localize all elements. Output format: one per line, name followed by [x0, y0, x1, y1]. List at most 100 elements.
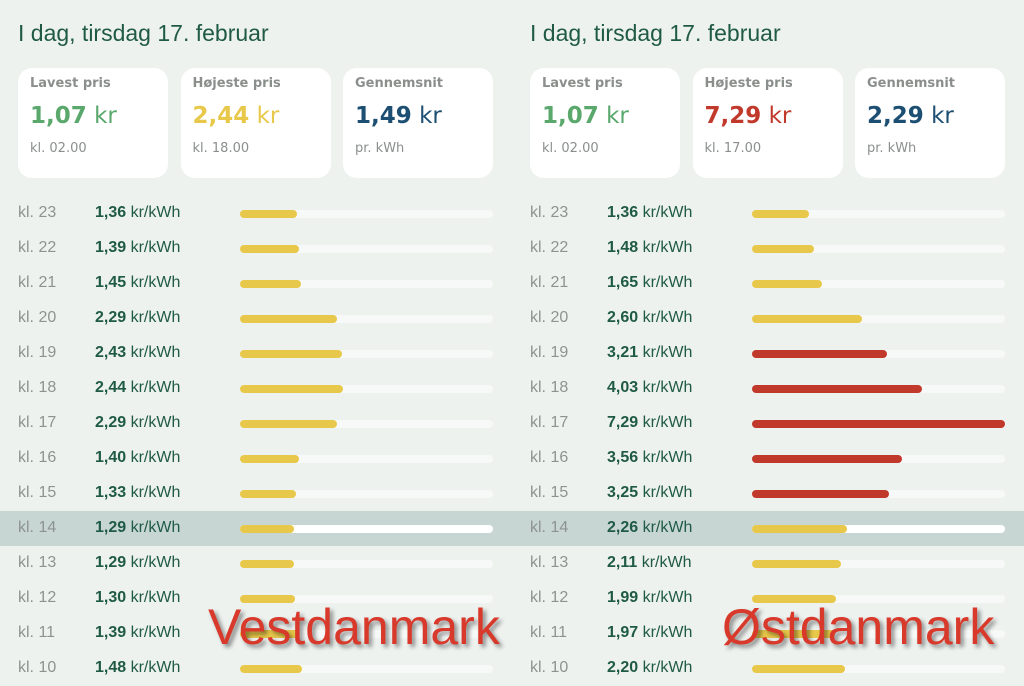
price-bar	[240, 245, 299, 253]
price-bar-track	[752, 315, 1005, 323]
card-label: Gennemsnit	[355, 76, 444, 91]
card-value: 7,29 kr	[704, 103, 792, 129]
hour-label: kl. 15	[530, 484, 569, 501]
hour-row[interactable]: kl. 10 2,20 kr/kWh	[512, 651, 1024, 686]
price-bar-track	[240, 210, 493, 218]
hour-row[interactable]: kl. 21 1,45 kr/kWh	[0, 266, 512, 301]
hour-row[interactable]: kl. 15 3,25 kr/kWh	[512, 476, 1024, 511]
hour-label: kl. 17	[530, 414, 569, 431]
hour-row[interactable]: kl. 20 2,29 kr/kWh	[0, 301, 512, 336]
hour-row[interactable]: kl. 23 1,36 kr/kWh	[0, 196, 512, 231]
hour-row[interactable]: kl. 22 1,39 kr/kWh	[0, 231, 512, 266]
hour-row[interactable]: kl. 13 1,29 kr/kWh	[0, 546, 512, 581]
price-bar	[240, 665, 303, 673]
hour-label: kl. 12	[530, 589, 569, 606]
hour-row[interactable]: kl. 17 2,29 kr/kWh	[0, 406, 512, 441]
hour-label: kl. 10	[18, 659, 57, 676]
hour-label: kl. 13	[18, 554, 57, 571]
hour-row[interactable]: kl. 18 4,03 kr/kWh	[512, 371, 1024, 406]
hour-price: 1,30 kr/kWh	[95, 589, 181, 606]
hour-label: kl. 21	[18, 274, 57, 291]
card-label: Højeste pris	[192, 76, 281, 91]
price-bar-track	[752, 420, 1005, 428]
hour-row[interactable]: kl. 22 1,48 kr/kWh	[512, 231, 1024, 266]
hour-row[interactable]: kl. 19 3,21 kr/kWh	[512, 336, 1024, 371]
price-bar	[240, 210, 298, 218]
price-card: Højeste pris 2,44 kr kl. 18.00	[180, 68, 331, 178]
price-bar	[752, 420, 1005, 428]
price-bar	[752, 385, 922, 393]
price-bar	[752, 455, 903, 463]
price-bar	[240, 280, 302, 288]
hour-row[interactable]: kl. 15 1,33 kr/kWh	[0, 476, 512, 511]
hour-label: kl. 18	[18, 379, 57, 396]
hour-row[interactable]: kl. 16 3,56 kr/kWh	[512, 441, 1024, 476]
card-sub: kl. 02.00	[30, 141, 87, 156]
hour-label: kl. 22	[530, 239, 569, 256]
hour-row[interactable]: kl. 21 1,65 kr/kWh	[512, 266, 1024, 301]
hour-label: kl. 19	[18, 344, 57, 361]
hour-row[interactable]: kl. 11 1,97 kr/kWh	[512, 616, 1024, 651]
price-bar	[240, 630, 299, 638]
price-bar	[752, 245, 815, 253]
price-bar-track	[752, 665, 1005, 673]
card-label: Lavest pris	[542, 76, 623, 91]
price-bar-track	[240, 595, 493, 603]
price-bar	[752, 560, 841, 568]
hour-row[interactable]: kl. 18 2,44 kr/kWh	[0, 371, 512, 406]
card-sub: kl. 17.00	[704, 141, 762, 156]
card-sub: pr. kWh	[355, 141, 405, 156]
hour-price: 2,44 kr/kWh	[95, 379, 181, 396]
hour-price: 7,29 kr/kWh	[607, 414, 693, 431]
hour-row[interactable]: kl. 14 1,29 kr/kWh	[0, 511, 512, 546]
hour-price: 1,65 kr/kWh	[607, 274, 693, 291]
hour-label: kl. 10	[530, 659, 569, 676]
hour-row[interactable]: kl. 20 2,60 kr/kWh	[512, 301, 1024, 336]
hour-row[interactable]: kl. 23 1,36 kr/kWh	[512, 196, 1024, 231]
hour-label: kl. 13	[530, 554, 569, 571]
hour-price: 1,36 kr/kWh	[607, 204, 693, 221]
hour-row[interactable]: kl. 13 2,11 kr/kWh	[512, 546, 1024, 581]
hour-price: 1,39 kr/kWh	[95, 239, 181, 256]
price-bar-track	[240, 525, 493, 533]
price-card: Gennemsnit 1,49 kr pr. kWh	[343, 68, 493, 178]
price-bar-track	[240, 350, 493, 358]
hour-label: kl. 19	[530, 344, 569, 361]
hour-label: kl. 16	[18, 449, 57, 466]
hour-price: 2,29 kr/kWh	[95, 309, 181, 326]
price-bar	[240, 315, 337, 323]
card-label: Højeste pris	[704, 76, 793, 91]
price-bar-track	[240, 245, 493, 253]
hour-price: 2,20 kr/kWh	[607, 659, 693, 676]
hour-price: 1,48 kr/kWh	[95, 659, 181, 676]
price-bar-track	[752, 350, 1005, 358]
hour-row[interactable]: kl. 16 1,40 kr/kWh	[0, 441, 512, 476]
hour-row[interactable]: kl. 12 1,30 kr/kWh	[0, 581, 512, 616]
price-bar	[240, 490, 297, 498]
price-bar-track	[752, 385, 1005, 393]
hour-row[interactable]: kl. 12 1,99 kr/kWh	[512, 581, 1024, 616]
hour-label: kl. 23	[18, 204, 57, 221]
hour-label: kl. 20	[18, 309, 57, 326]
hour-row[interactable]: kl. 17 7,29 kr/kWh	[512, 406, 1024, 441]
price-card: Højeste pris 7,29 kr kl. 17.00	[692, 68, 843, 178]
hour-price: 1,99 kr/kWh	[607, 589, 693, 606]
hour-row[interactable]: kl. 10 1,48 kr/kWh	[0, 651, 512, 686]
price-bar-track	[752, 630, 1005, 638]
hour-price: 4,03 kr/kWh	[607, 379, 693, 396]
price-bar-track	[240, 385, 493, 393]
card-value: 1,07 kr	[30, 103, 117, 129]
hour-row[interactable]: kl. 19 2,43 kr/kWh	[0, 336, 512, 371]
hour-row[interactable]: kl. 14 2,26 kr/kWh	[512, 511, 1024, 546]
price-bar	[752, 595, 836, 603]
hour-label: kl. 18	[530, 379, 569, 396]
price-card: Lavest pris 1,07 kr kl. 02.00	[18, 68, 168, 178]
hour-price: 2,26 kr/kWh	[607, 519, 693, 536]
price-bar-track	[240, 315, 493, 323]
price-bar-track	[240, 420, 493, 428]
hour-row[interactable]: kl. 11 1,39 kr/kWh	[0, 616, 512, 651]
price-bar	[752, 490, 890, 498]
price-bar-track	[752, 455, 1005, 463]
price-bar	[752, 315, 862, 323]
hour-price: 1,29 kr/kWh	[95, 519, 181, 536]
